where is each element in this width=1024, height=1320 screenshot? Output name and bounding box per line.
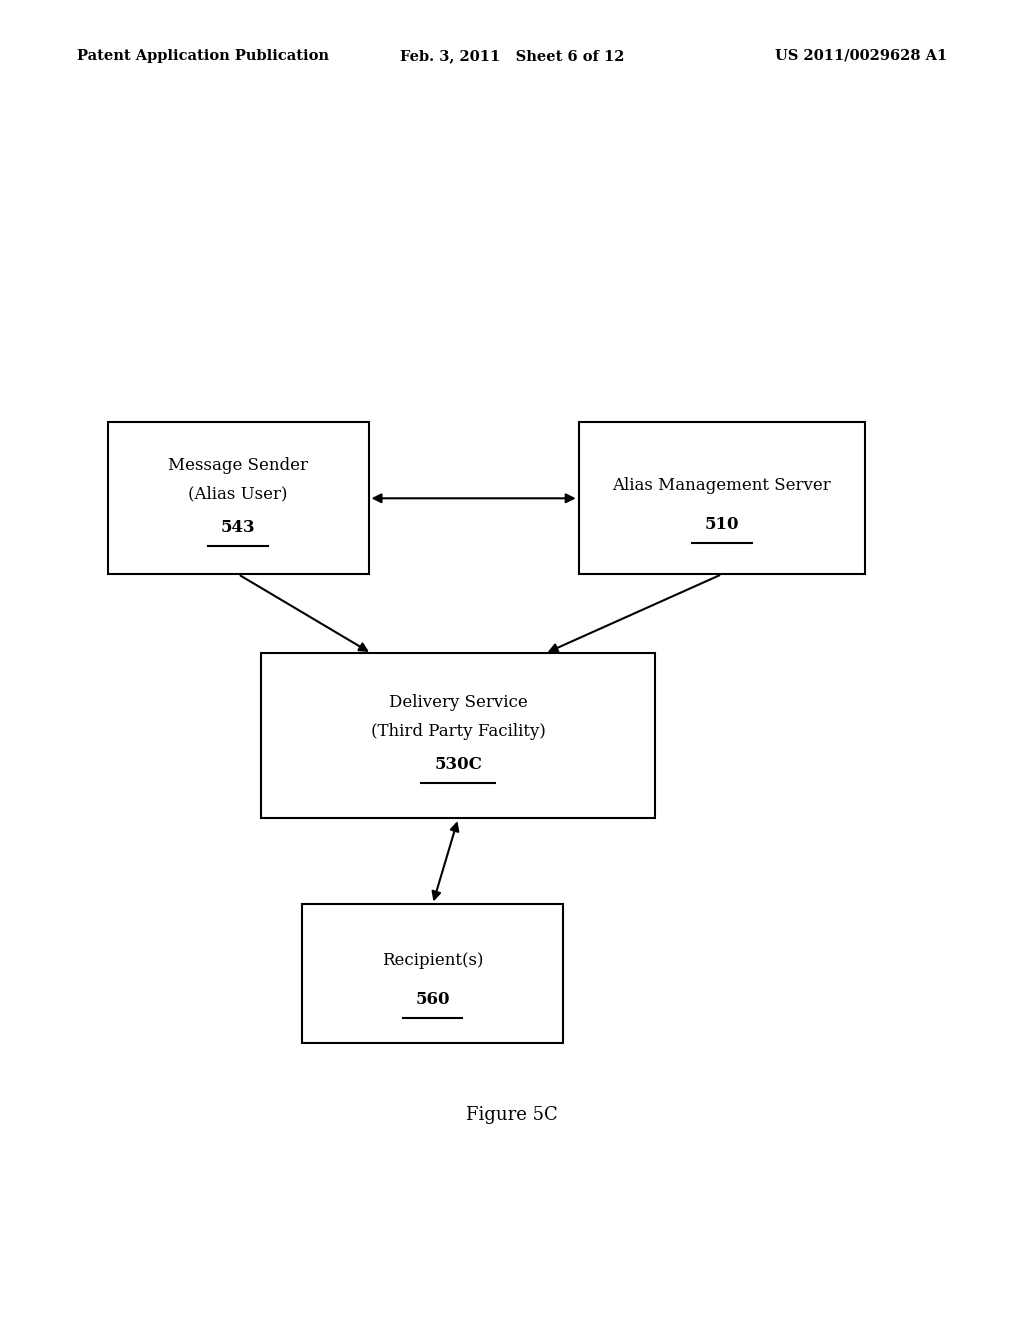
Text: US 2011/0029628 A1: US 2011/0029628 A1 — [775, 49, 947, 63]
Bar — [108, 422, 369, 574]
Text: Patent Application Publication: Patent Application Publication — [77, 49, 329, 63]
Text: 530C: 530C — [434, 756, 482, 774]
Text: Figure 5C: Figure 5C — [466, 1106, 558, 1125]
Bar — [579, 422, 865, 574]
Bar — [261, 653, 655, 818]
Text: Delivery Service: Delivery Service — [389, 694, 527, 711]
Text: 560: 560 — [416, 991, 450, 1008]
Text: Alias Management Server: Alias Management Server — [612, 477, 831, 494]
Text: Recipient(s): Recipient(s) — [382, 952, 483, 969]
Text: 510: 510 — [705, 516, 739, 533]
Text: 543: 543 — [221, 519, 255, 536]
Text: Feb. 3, 2011   Sheet 6 of 12: Feb. 3, 2011 Sheet 6 of 12 — [399, 49, 625, 63]
Text: Message Sender: Message Sender — [168, 457, 308, 474]
Bar — [302, 904, 563, 1043]
Text: (Third Party Facility): (Third Party Facility) — [371, 723, 546, 741]
Text: (Alias User): (Alias User) — [188, 486, 288, 503]
